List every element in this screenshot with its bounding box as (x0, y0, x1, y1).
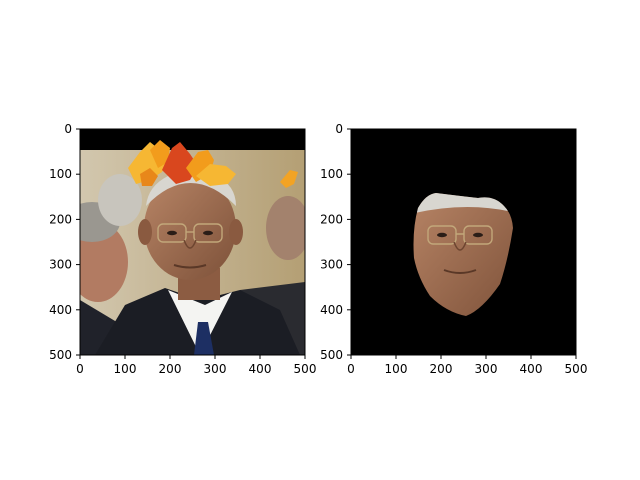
right-y-tick-label: 200 (320, 212, 343, 226)
left-x-tick-label: 0 (76, 362, 84, 376)
right-x-tick-label: 100 (385, 362, 408, 376)
left-axes-frame (79, 128, 306, 356)
left-panel-image (80, 129, 305, 355)
right-x-tick-label: 200 (430, 362, 453, 376)
left-x-tick-label: 300 (204, 362, 227, 376)
left-x-tick-label: 500 (294, 362, 317, 376)
right-y-tick-label: 500 (320, 348, 343, 362)
right-x-tick-label: 300 (475, 362, 498, 376)
left-y-tick-label: 200 (49, 212, 72, 226)
right-x-tick-label: 500 (565, 362, 588, 376)
background-person-head (98, 174, 142, 226)
left-y-tick-label: 300 (49, 258, 72, 272)
right-y-tick-label: 400 (320, 303, 343, 317)
right-x-tick-label: 0 (347, 362, 355, 376)
right-person-head (266, 196, 305, 260)
main-subject (95, 170, 300, 355)
left-x-tick-label: 100 (114, 362, 137, 376)
right-y-tick-label: 0 (335, 122, 343, 136)
stray-leaf (280, 170, 298, 188)
right-axes-frame (350, 128, 577, 356)
left-y-tick-label: 100 (49, 167, 72, 181)
right-y-tick-label: 300 (320, 258, 343, 272)
right-x-tick-label: 400 (520, 362, 543, 376)
top-black-band (80, 129, 305, 150)
autumn-leaves (128, 140, 298, 188)
left-x-tick-label: 200 (159, 362, 182, 376)
left-y-tick-label: 400 (49, 303, 72, 317)
left-x-tick-label: 400 (249, 362, 272, 376)
right-y-tick-label: 100 (320, 167, 343, 181)
left-y-tick-label: 500 (49, 348, 72, 362)
axis-ticks: 0 100 200 300 400 500 0 100 200 300 400 500 0 100 200 3… (49, 122, 587, 376)
right-panel-image (351, 129, 576, 355)
left-y-tick-label: 0 (64, 122, 72, 136)
